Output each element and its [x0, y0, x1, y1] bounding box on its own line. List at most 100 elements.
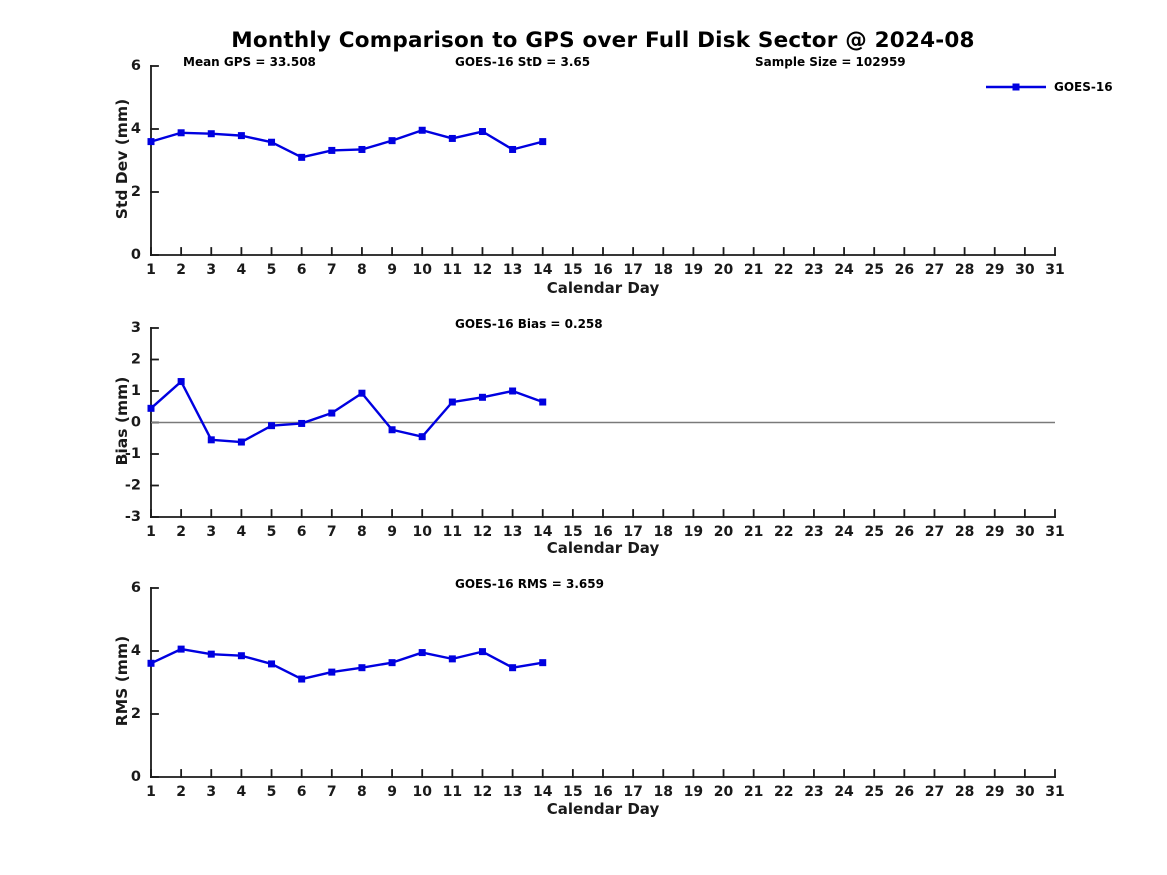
annotation-goes16-bias: GOES-16 Bias = 0.258 — [455, 317, 603, 331]
stddev-xtick-label: 28 — [955, 262, 974, 278]
stddev-xtick-label: 8 — [357, 262, 367, 278]
stddev-xtick-label: 13 — [503, 262, 522, 278]
bias-series-line — [150, 380, 544, 444]
bias-xtick-label: 7 — [327, 524, 337, 540]
rms-ytick-label: 2 — [131, 706, 141, 722]
rms-marker-day-4 — [237, 652, 245, 660]
legend-line-marker-icon — [986, 83, 1046, 91]
rms-marker-day-12 — [478, 648, 486, 656]
xlabel-calendar-day-middle: Calendar Day — [546, 539, 660, 557]
rms-xtick-label: 26 — [895, 784, 914, 800]
stddev-xtick-label: 4 — [237, 262, 247, 278]
stddev-xtick-label: 18 — [654, 262, 673, 278]
bias-marker-day-13 — [509, 387, 517, 395]
bias-ytick-label: 1 — [131, 383, 141, 399]
rms-marker-day-9 — [388, 659, 396, 667]
rms-xtick-label: 25 — [864, 784, 883, 800]
rms-marker-day-2 — [177, 645, 185, 653]
bias-xtick-label: 22 — [774, 524, 793, 540]
bias-marker-day-2 — [177, 378, 185, 386]
stddev-xtick-label: 26 — [895, 262, 914, 278]
rms-marker-day-3 — [207, 650, 215, 658]
bias-marker-day-10 — [418, 433, 426, 441]
bias-marker-day-5 — [268, 422, 276, 430]
rms-xtick-label: 15 — [563, 784, 582, 800]
rms-marker-day-13 — [509, 664, 517, 672]
stddev-xtick-label: 31 — [1045, 262, 1064, 278]
stddev-marker-day-8 — [358, 145, 366, 153]
rms-xtick-label: 1 — [146, 784, 156, 800]
bias-marker-day-12 — [478, 393, 486, 401]
stddev-marker-day-1 — [147, 138, 155, 146]
rms-series-line — [150, 647, 543, 681]
bias-marker-day-8 — [358, 389, 366, 397]
rms-xtick-label: 30 — [1015, 784, 1035, 800]
bias-xtick-label: 3 — [206, 524, 216, 540]
bias-xtick-label: 14 — [533, 524, 553, 540]
stddev-series-line — [150, 129, 544, 159]
rms-xtick-label: 27 — [925, 784, 944, 800]
stddev-xtick-label: 23 — [804, 262, 823, 278]
rms-xtick-label: 9 — [387, 784, 397, 800]
bias-xtick-label: 9 — [387, 524, 397, 540]
stddev-xtick-label: 30 — [1015, 262, 1035, 278]
bias-xtick-label: 2 — [176, 524, 186, 540]
rms-xtick-label: 20 — [714, 784, 734, 800]
stddev-marker-day-10 — [418, 126, 426, 134]
bias-xtick-label: 26 — [895, 524, 914, 540]
bias-xtick-label: 18 — [654, 524, 673, 540]
rms-xtick-label: 17 — [623, 784, 642, 800]
stddev-xtick-label: 10 — [412, 262, 432, 278]
stddev-xtick-label: 1 — [146, 262, 156, 278]
rms-xtick-label: 8 — [357, 784, 367, 800]
bias-xtick-label: 23 — [804, 524, 823, 540]
bias-marker-day-4 — [237, 438, 245, 446]
rms-xtick-label: 4 — [237, 784, 247, 800]
bias-ytick-label: -2 — [125, 478, 141, 494]
rms-xtick-label: 18 — [654, 784, 673, 800]
bias-ytick-label: 2 — [131, 352, 141, 368]
bias-xtick-label: 29 — [985, 524, 1004, 540]
bias-xtick-label: 21 — [744, 524, 763, 540]
stddev-xtick-label: 2 — [176, 262, 186, 278]
rms-ytick-label: 4 — [131, 643, 141, 659]
stddev-marker-day-11 — [448, 134, 456, 142]
bias-xtick-label: 19 — [684, 524, 703, 540]
rms-xtick-label: 14 — [533, 784, 553, 800]
stddev-xtick-label: 20 — [714, 262, 734, 278]
rms-xtick-label: 16 — [593, 784, 612, 800]
bias-ytick-label: 3 — [131, 320, 141, 336]
stddev-xtick-label: 5 — [267, 262, 277, 278]
bias-xtick-label: 20 — [714, 524, 734, 540]
stddev-marker-day-2 — [177, 129, 185, 137]
bias-marker-day-6 — [298, 419, 306, 427]
annotation-goes16-std: GOES-16 StD = 3.65 — [455, 55, 591, 69]
annotation-mean-gps: Mean GPS = 33.508 — [183, 55, 316, 69]
stddev-marker-day-3 — [207, 130, 215, 138]
rms-marker-day-10 — [418, 649, 426, 657]
rms-xtick-label: 29 — [985, 784, 1004, 800]
legend: GOES-16 — [985, 80, 1113, 94]
stddev-xtick-label: 11 — [443, 262, 462, 278]
stddev-marker-day-5 — [268, 138, 276, 146]
rms-marker-day-1 — [147, 659, 155, 667]
stddev-axes — [150, 65, 1056, 256]
rms-xtick-label: 5 — [267, 784, 277, 800]
bias-xtick-label: 4 — [237, 524, 247, 540]
stddev-xtick-label: 9 — [387, 262, 397, 278]
bias-marker-day-3 — [207, 436, 215, 444]
stddev-xtick-label: 29 — [985, 262, 1004, 278]
bias-xtick-label: 15 — [563, 524, 582, 540]
bias-xtick-label: 17 — [623, 524, 642, 540]
rms-xtick-label: 3 — [206, 784, 216, 800]
rms-marker-day-14 — [539, 659, 547, 667]
bias-xtick-label: 5 — [267, 524, 277, 540]
bias-marker-day-1 — [147, 404, 155, 412]
bias-xtick-label: 30 — [1015, 524, 1035, 540]
rms-xtick-label: 10 — [412, 784, 432, 800]
bias-xtick-label: 28 — [955, 524, 974, 540]
